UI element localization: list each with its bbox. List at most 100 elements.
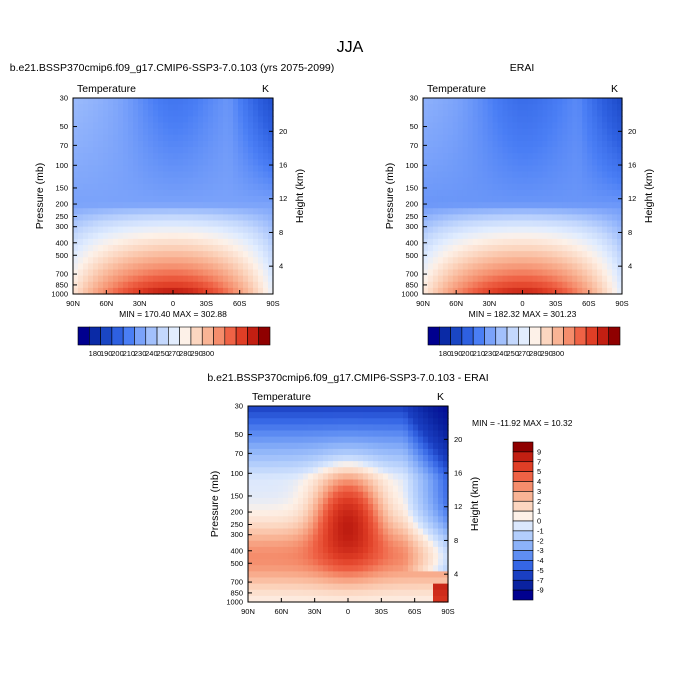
contour-cell xyxy=(208,147,214,154)
contour-cell xyxy=(143,220,149,228)
contour-cell xyxy=(427,220,434,228)
contour-cell xyxy=(103,110,109,117)
contour-cell xyxy=(373,479,379,487)
contour-cell xyxy=(482,110,489,117)
contour-cell xyxy=(198,189,204,197)
contour-cell xyxy=(472,238,479,246)
contour-cell xyxy=(502,238,509,246)
contour-cell xyxy=(223,171,229,179)
contour-cell xyxy=(423,589,429,597)
contour-cell xyxy=(163,275,169,283)
contour-cell xyxy=(228,226,234,234)
contour-cell xyxy=(617,165,623,173)
contour-cell xyxy=(512,196,519,203)
contour-cell xyxy=(103,257,109,264)
contour-cell xyxy=(597,171,603,179)
contour-cell xyxy=(188,189,194,197)
contour-cell xyxy=(88,281,94,289)
contour-cell xyxy=(532,257,539,264)
contour-cell xyxy=(527,263,534,271)
contour-cell xyxy=(338,412,344,419)
panel-3: b.e21.BSSP370cmip6.f09_g17.CMIP6-SSP3-7.… xyxy=(207,372,572,616)
contour-cell xyxy=(617,208,623,215)
contour-cell xyxy=(437,214,444,222)
contour-cell xyxy=(218,104,224,111)
contour-cell xyxy=(388,516,394,523)
contour-cell xyxy=(393,589,399,597)
contour-cell xyxy=(273,485,279,493)
contour-cell xyxy=(253,534,259,542)
contour-cell xyxy=(303,412,309,419)
colorbar-swatch xyxy=(179,326,192,346)
colorbar-label: 5 xyxy=(537,467,541,476)
contour-cell xyxy=(138,196,144,203)
contour-cell xyxy=(457,165,464,173)
contour-cell xyxy=(188,232,194,240)
contour-cell xyxy=(303,504,309,511)
contour-cell xyxy=(308,534,314,542)
contour-cell xyxy=(507,208,514,215)
contour-cell xyxy=(213,263,219,271)
contour-cell xyxy=(298,455,304,462)
contour-cell xyxy=(258,571,264,579)
contour-cell xyxy=(438,418,444,425)
contour-cell xyxy=(233,116,239,124)
contour-cell xyxy=(527,98,534,105)
contour-cell xyxy=(288,583,294,591)
contour-cell xyxy=(437,208,444,215)
contour-cell xyxy=(452,116,459,124)
contour-cell xyxy=(168,134,174,142)
colorbar-label: 280 xyxy=(179,349,192,358)
contour-cell xyxy=(462,275,469,283)
contour-cell xyxy=(432,226,439,234)
contour-cell xyxy=(383,491,389,499)
contour-cell xyxy=(567,147,573,154)
contour-cell xyxy=(193,281,199,289)
contour-cell xyxy=(577,110,583,117)
contour-cell xyxy=(502,208,509,215)
contour-cell xyxy=(607,269,613,277)
contour-cell xyxy=(427,98,434,105)
colorbar-label: 2 xyxy=(537,497,541,506)
contour-cell xyxy=(353,455,359,462)
contour-cell xyxy=(293,504,299,511)
contour-cell xyxy=(388,497,394,505)
contour-cell xyxy=(108,165,114,173)
contour-cell xyxy=(427,196,434,203)
contour-cell xyxy=(73,140,79,148)
contour-cell xyxy=(293,583,299,591)
contour-cell xyxy=(472,183,479,191)
contour-cell xyxy=(308,436,314,444)
contour-cell xyxy=(248,491,254,499)
contour-cell xyxy=(293,491,299,499)
contour-cell xyxy=(547,269,553,277)
contour-cell xyxy=(587,177,593,185)
contour-cell xyxy=(273,430,279,438)
contour-cell xyxy=(348,455,354,462)
contour-cell xyxy=(223,232,229,240)
contour-cell xyxy=(437,257,444,264)
contour-cell xyxy=(582,202,588,209)
contour-cell xyxy=(432,134,439,142)
contour-cell xyxy=(248,455,254,462)
contour-cell xyxy=(432,214,439,222)
contour-cell xyxy=(512,171,519,179)
contour-cell xyxy=(522,153,529,160)
contour-cell xyxy=(497,226,504,234)
contour-cell xyxy=(577,177,583,185)
contour-cell xyxy=(298,436,304,444)
contour-cell xyxy=(268,479,274,487)
contour-cell xyxy=(213,208,219,215)
contour-cell xyxy=(383,553,389,560)
colorbar-label: 300 xyxy=(202,349,215,358)
contour-cell xyxy=(263,577,269,585)
contour-cell xyxy=(592,251,598,258)
contour-cell xyxy=(522,177,529,185)
contour-cell xyxy=(418,516,424,523)
contour-cell xyxy=(452,165,459,173)
contour-cell xyxy=(208,189,214,197)
contour-cell xyxy=(198,220,204,228)
contour-cell xyxy=(183,220,189,228)
contour-cell xyxy=(258,448,264,456)
colorbar-label: -4 xyxy=(537,556,544,565)
